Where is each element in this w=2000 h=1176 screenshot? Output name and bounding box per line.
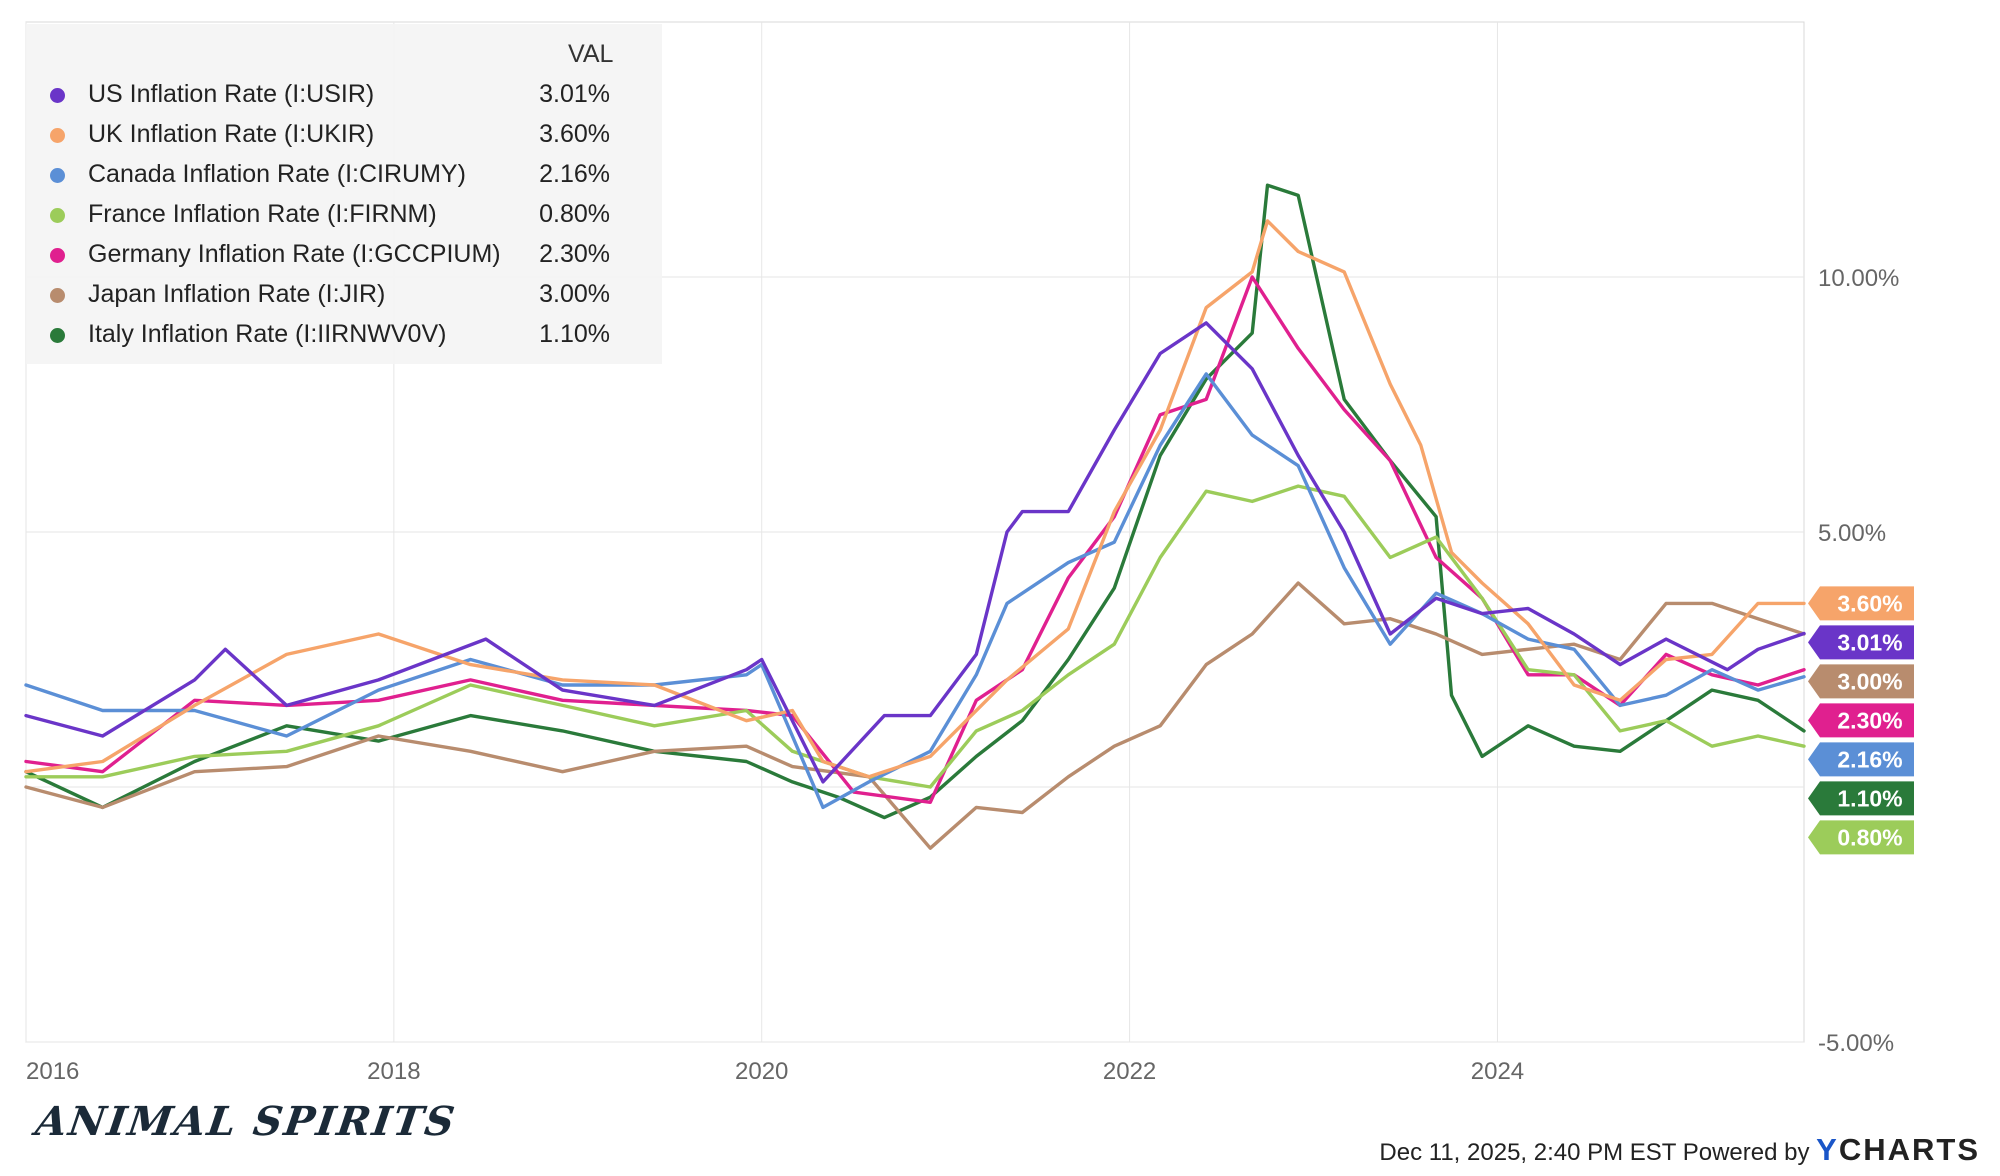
end-value-tag: 2.30%	[1808, 703, 1914, 738]
end-value-tag: 1.10%	[1808, 781, 1914, 816]
end-value-tag-bg	[1808, 742, 1914, 777]
ycharts-logo[interactable]: YCHARTS	[1816, 1132, 1980, 1167]
legend-panel	[26, 24, 662, 364]
legend-series-name: Japan Inflation Rate (I:JIR)	[88, 280, 386, 308]
legend-series-name: Italy Inflation Rate (I:IIRNWV0V)	[88, 320, 447, 348]
series-line-3[interactable]	[24, 372, 1806, 810]
legend-series-name: US Inflation Rate (I:USIR)	[88, 80, 375, 108]
y-tick-label: 10.00%	[1818, 265, 1899, 292]
y-tick-label: -5.00%	[1818, 1030, 1894, 1057]
end-value-tag-bg	[1808, 820, 1914, 855]
end-value-tag-text: 3.01%	[1837, 629, 1902, 655]
legend-series-name: UK Inflation Rate (I:UKIR)	[88, 120, 375, 148]
legend-series-value: 3.00%	[539, 280, 610, 308]
legend-dot-icon	[50, 168, 65, 183]
series-line-6[interactable]	[24, 581, 1806, 850]
timestamp: Dec 11, 2025, 2:40 PM EST	[1379, 1139, 1677, 1166]
legend-dot-icon	[50, 288, 65, 303]
legend-series-value: 3.01%	[539, 80, 610, 108]
legend-series-value: 1.10%	[539, 320, 610, 348]
end-value-tag: 3.00%	[1808, 664, 1914, 699]
end-value-tag: 2.16%	[1808, 742, 1914, 777]
x-tick-label: 2024	[1471, 1058, 1524, 1085]
end-value-tag-bg	[1808, 703, 1914, 738]
x-tick-label: 2016	[26, 1058, 79, 1085]
footer-credit: Dec 11, 2025, 2:40 PM EST Powered by YCH…	[1379, 1132, 1980, 1168]
end-value-tag-text: 2.16%	[1837, 746, 1902, 772]
legend-item[interactable]: Japan Inflation Rate (I:JIR) 3.00%	[50, 276, 650, 316]
end-value-tag-bg	[1808, 625, 1914, 660]
legend-series-name: France Inflation Rate (I:FIRNM)	[88, 200, 437, 228]
legend-series-value: 3.60%	[539, 120, 610, 148]
legend-series-value: 0.80%	[539, 200, 610, 228]
end-value-tag-bg	[1808, 781, 1914, 816]
animal-spirits-logo: ANIMAL SPIRITS	[32, 1098, 460, 1145]
series-line-4[interactable]	[24, 484, 1806, 789]
legend-series-value: 2.16%	[539, 160, 610, 188]
legend-item[interactable]: France Inflation Rate (I:FIRNM) 0.80%	[50, 196, 650, 236]
x-tick-label: 2018	[367, 1058, 420, 1085]
y-tick-label: 5.00%	[1818, 520, 1886, 547]
legend-dot-icon	[50, 328, 65, 343]
end-value-tag: 3.60%	[1808, 586, 1914, 621]
axis-layer: -5.00% 5.00% 10.00% 2016 2018 2020 2022 2024	[26, 265, 1899, 1085]
end-value-tag-bg	[1808, 586, 1914, 621]
legend-item[interactable]: Italy Inflation Rate (I:IIRNWV0V) 1.10%	[50, 316, 650, 356]
series-layer	[24, 183, 1806, 850]
end-value-tag-text: 3.60%	[1837, 590, 1902, 616]
end-value-tag-bg	[1808, 664, 1914, 699]
end-value-tag-text: 0.80%	[1837, 824, 1902, 850]
legend-header: VAL	[568, 40, 614, 68]
legend-dot-icon	[50, 208, 65, 223]
legend-dot-icon	[50, 88, 65, 103]
legend-item[interactable]: Canada Inflation Rate (I:CIRUMY) 2.16%	[50, 156, 650, 196]
end-value-tags: 3.60% 3.01% 3.00% 2.30% 2.16% 1.10% 0.80%	[1808, 586, 1914, 855]
legend-item[interactable]: US Inflation Rate (I:USIR) 3.01%	[50, 76, 650, 116]
series-line-2[interactable]	[24, 219, 1806, 779]
end-value-tag-text: 1.10%	[1837, 785, 1902, 811]
legend-item[interactable]: UK Inflation Rate (I:UKIR) 3.60%	[50, 116, 650, 156]
x-tick-label: 2020	[735, 1058, 788, 1085]
series-line-7[interactable]	[24, 183, 1806, 820]
legend-item[interactable]: Germany Inflation Rate (I:GCCPIUM) 2.30%	[50, 236, 650, 276]
x-tick-label: 2022	[1103, 1058, 1156, 1085]
legend-series-name: Canada Inflation Rate (I:CIRUMY)	[88, 160, 466, 188]
end-value-tag: 3.01%	[1808, 625, 1914, 660]
legend-series-name: Germany Inflation Rate (I:GCCPIUM)	[88, 240, 501, 268]
powered-by-text: Powered by	[1682, 1139, 1810, 1166]
series-line-1[interactable]	[24, 321, 1806, 784]
legend-dot-icon	[50, 128, 65, 143]
end-value-tag-text: 3.00%	[1837, 668, 1902, 694]
legend-series-value: 2.30%	[539, 240, 610, 268]
end-value-tag: 0.80%	[1808, 820, 1914, 855]
legend-dot-icon	[50, 248, 65, 263]
end-value-tag-text: 2.30%	[1837, 707, 1902, 733]
